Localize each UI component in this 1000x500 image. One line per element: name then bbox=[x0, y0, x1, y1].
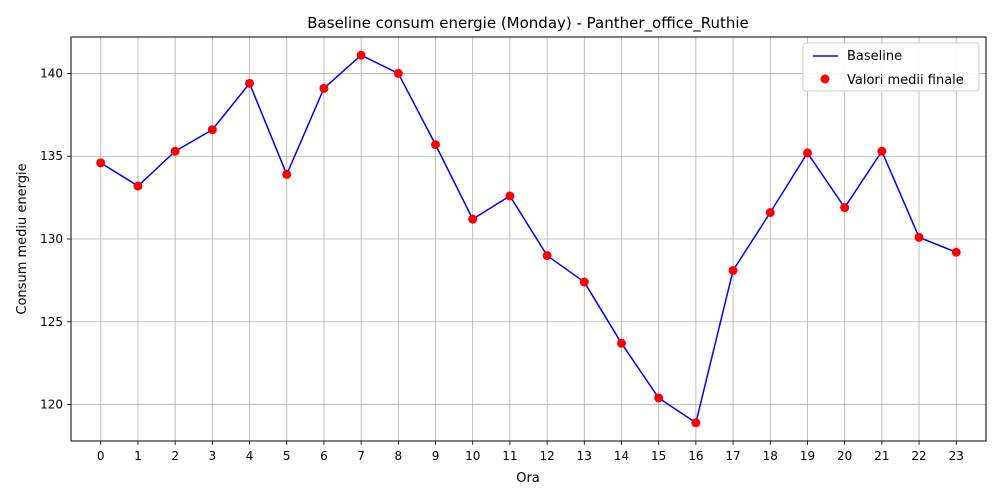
x-tick-label: 9 bbox=[432, 449, 440, 463]
data-point bbox=[468, 214, 478, 224]
y-tick-label: 130 bbox=[40, 232, 63, 246]
data-point bbox=[282, 169, 292, 179]
data-point bbox=[96, 158, 106, 168]
data-point bbox=[802, 148, 812, 158]
y-tick-label: 125 bbox=[40, 315, 63, 329]
x-tick-label: 1 bbox=[134, 449, 142, 463]
x-axis-title: Ora bbox=[516, 471, 540, 486]
data-point bbox=[728, 265, 738, 275]
legend: Baseline Valori medii finale bbox=[802, 42, 980, 92]
data-point bbox=[245, 78, 255, 88]
data-point bbox=[393, 68, 403, 78]
data-point bbox=[840, 203, 850, 213]
x-tick-label: 5 bbox=[283, 449, 291, 463]
data-point bbox=[431, 140, 441, 150]
x-tick-label: 4 bbox=[246, 449, 254, 463]
x-tick-label: 12 bbox=[539, 449, 554, 463]
x-tick-label: 21 bbox=[874, 449, 889, 463]
y-axis-title: Consum mediu energie bbox=[15, 163, 30, 314]
y-tick-label: 120 bbox=[40, 398, 63, 412]
x-tick-label: 11 bbox=[502, 449, 517, 463]
x-tick-label: 16 bbox=[688, 449, 703, 463]
x-tick-label: 6 bbox=[320, 449, 328, 463]
x-tick-label: 7 bbox=[357, 449, 365, 463]
axes: 0 1 2 3 4 5 6 7 8 9 10 11 12 13 14 15 16 17 18 19 20 21 22 2312… bbox=[40, 66, 964, 463]
data-point bbox=[616, 338, 626, 348]
data-point bbox=[877, 146, 887, 156]
data-point bbox=[654, 393, 664, 403]
data-point bbox=[542, 251, 552, 261]
data-point bbox=[133, 181, 143, 191]
series-layer bbox=[96, 50, 961, 428]
legend-label-baseline: Baseline bbox=[847, 49, 902, 64]
data-point bbox=[765, 208, 775, 218]
x-tick-label: 13 bbox=[577, 449, 592, 463]
data-point bbox=[691, 418, 701, 428]
legend-box bbox=[802, 42, 980, 92]
data-point bbox=[914, 232, 924, 242]
legend-label-valori: Valori medii finale bbox=[847, 73, 964, 88]
x-tick-label: 2 bbox=[171, 449, 179, 463]
legend-marker-swatch bbox=[820, 74, 830, 84]
x-tick-label: 17 bbox=[725, 449, 740, 463]
x-tick-label: 0 bbox=[97, 449, 105, 463]
x-tick-label: 10 bbox=[465, 449, 480, 463]
x-tick-label: 22 bbox=[911, 449, 926, 463]
data-point bbox=[579, 277, 589, 287]
x-tick-label: 14 bbox=[614, 449, 629, 463]
data-point bbox=[356, 50, 366, 60]
y-tick-label: 135 bbox=[40, 149, 63, 163]
grid bbox=[71, 37, 986, 441]
x-tick-label: 8 bbox=[394, 449, 402, 463]
chart-title: Baseline consum energie (Monday) - Panth… bbox=[307, 14, 748, 33]
data-point bbox=[319, 83, 329, 93]
y-tick-label: 140 bbox=[40, 66, 63, 80]
x-tick-label: 20 bbox=[837, 449, 852, 463]
data-point bbox=[505, 191, 515, 201]
data-point bbox=[207, 125, 217, 135]
x-tick-label: 15 bbox=[651, 449, 666, 463]
x-tick-label: 18 bbox=[763, 449, 778, 463]
data-point bbox=[951, 247, 961, 257]
x-tick-label: 3 bbox=[209, 449, 217, 463]
baseline-series-line bbox=[100, 54, 957, 424]
x-tick-label: 23 bbox=[949, 449, 964, 463]
x-tick-label: 19 bbox=[800, 449, 815, 463]
data-point bbox=[170, 146, 180, 156]
